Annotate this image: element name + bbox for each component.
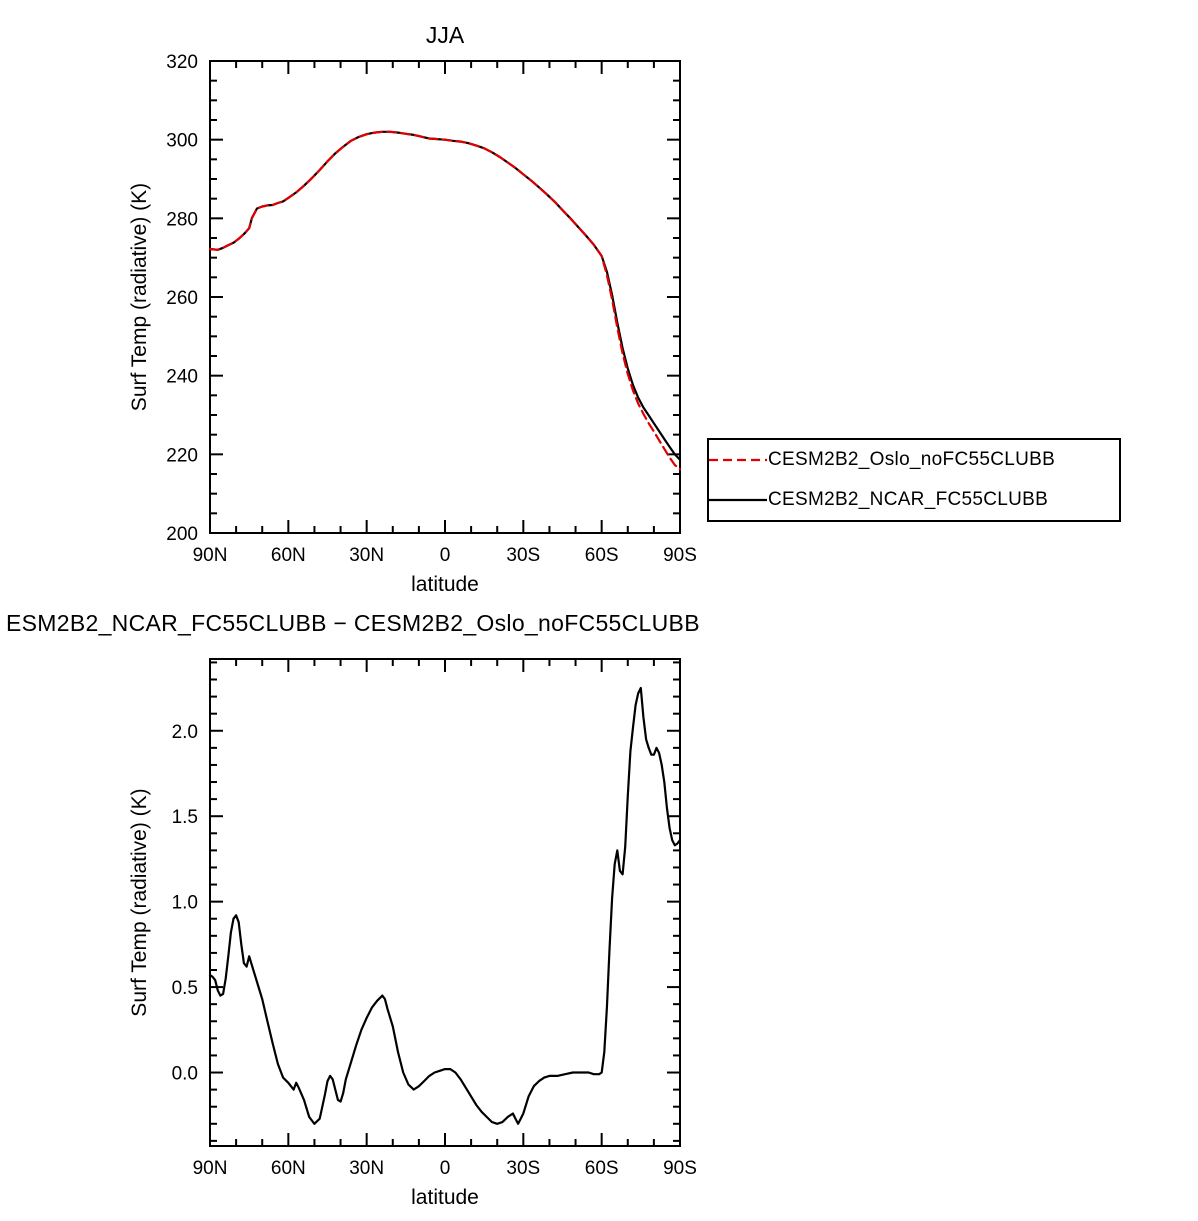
x-tick-label: 90N: [193, 1158, 228, 1179]
y-tick-label: 1.0: [172, 893, 198, 914]
x-tick-label: 30N: [349, 545, 384, 566]
x-tick-label: 30N: [349, 1158, 384, 1179]
legend-solid-line-sample: [709, 498, 767, 502]
plot-frame: [209, 60, 681, 534]
x-tick-label: 60S: [585, 1158, 619, 1179]
difference-chart: 90N 60N 30N 0 30S 60S 90S 0.0 0.5 1.0 1.5 2.0 latitu…: [128, 658, 697, 1209]
x-tick-label: 60S: [585, 545, 619, 566]
y-tick-label: 320: [166, 52, 198, 73]
y-tick-label: 1.5: [172, 807, 198, 828]
x-tick-label: 90N: [193, 545, 228, 566]
x-tick-label: 90S: [663, 1158, 697, 1179]
x-axis-label: latitude: [411, 1186, 479, 1209]
y-axis-label: Surf Temp (radiative) (K): [128, 788, 151, 1016]
x-tick-label: 0: [440, 545, 451, 566]
legend-dashed-line-sample: [709, 458, 767, 462]
difference-chart-title: ESM2B2_NCAR_FC55CLUBB − CESM2B2_Oslo_noF…: [6, 610, 700, 636]
y-tick-label: 260: [166, 288, 198, 309]
legend-label-ncar: CESM2B2_NCAR_FC55CLUBB: [768, 489, 1049, 510]
legend-label-oslo: CESM2B2_Oslo_noFC55CLUBB: [768, 449, 1056, 470]
y-tick-label: 280: [166, 209, 198, 230]
legend-item-oslo: CESM2B2_Oslo_noFC55CLUBB: [709, 440, 1119, 480]
x-tick-label: 30S: [506, 545, 540, 566]
series-difference: [208, 686, 682, 1125]
top-chart-jja: 90N 60N 30N 0 30S 60S 90S 200 220 240 260 280 300 320…: [128, 22, 697, 596]
y-axis-label: Surf Temp (radiative) (K): [128, 183, 151, 411]
legend-item-ncar: CESM2B2_NCAR_FC55CLUBB: [709, 480, 1119, 520]
y-tick-label: 300: [166, 131, 198, 152]
legend: CESM2B2_Oslo_noFC55CLUBB CESM2B2_NCAR_FC…: [707, 438, 1121, 522]
x-tick-label: 90S: [663, 545, 697, 566]
y-tick-label: 0.0: [172, 1064, 198, 1085]
x-axis-label: latitude: [411, 573, 479, 596]
series-CESM2B2_Oslo_noFC55CLUBB: [208, 130, 682, 471]
series-CESM2B2_NCAR_FC55CLUBB: [208, 130, 682, 461]
y-tick-label: 200: [166, 524, 198, 545]
y-tick-label: 2.0: [172, 722, 198, 743]
x-tick-label: 30S: [506, 1158, 540, 1179]
chart-title: JJA: [426, 22, 465, 48]
x-tick-label: 60N: [271, 545, 306, 566]
y-tick-label: 0.5: [172, 978, 198, 999]
y-tick-label: 240: [166, 367, 198, 388]
x-tick-label: 60N: [271, 1158, 306, 1179]
y-tick-label: 220: [166, 445, 198, 466]
x-tick-label: 0: [440, 1158, 451, 1179]
